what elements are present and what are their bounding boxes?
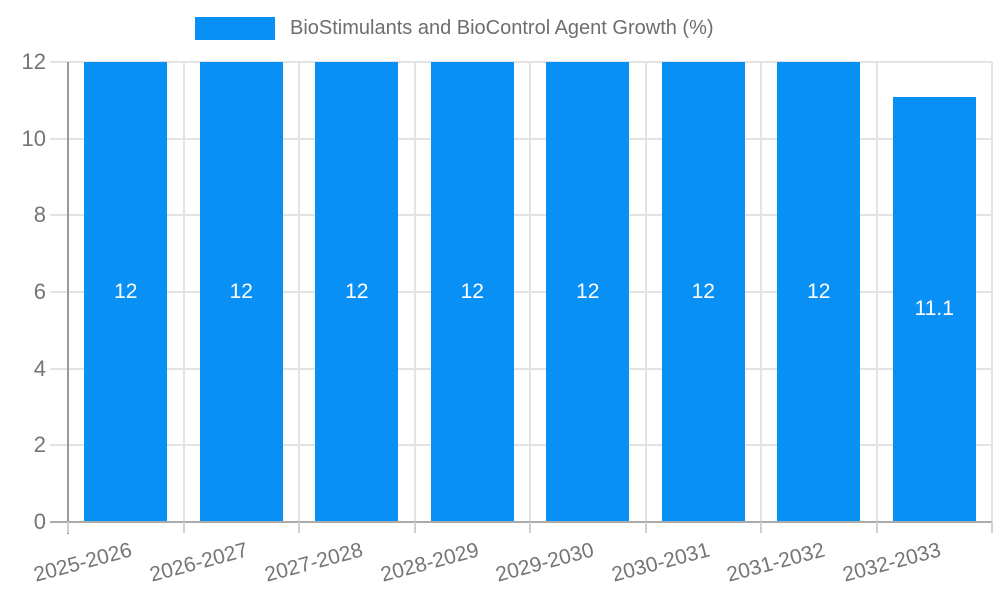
x-tick-label: 2030-2031 bbox=[609, 538, 713, 587]
y-axis-line bbox=[67, 62, 69, 534]
x-gridline bbox=[529, 62, 531, 522]
y-tick-label: 0 bbox=[33, 509, 46, 534]
x-axis-tick bbox=[67, 522, 69, 533]
x-gridline bbox=[183, 62, 185, 522]
x-tick-label: 2025-2026 bbox=[31, 538, 135, 587]
x-gridline bbox=[298, 62, 300, 522]
x-axis-tick bbox=[876, 522, 878, 533]
y-gridline bbox=[50, 214, 992, 216]
x-axis-tick bbox=[991, 522, 993, 533]
bar-2025-2026[interactable] bbox=[84, 62, 168, 522]
x-axis-tick bbox=[414, 522, 416, 533]
y-gridline bbox=[50, 444, 992, 446]
x-axis-tick bbox=[529, 522, 531, 533]
x-tick-label: 2031-2032 bbox=[724, 538, 828, 587]
x-gridline bbox=[760, 62, 762, 522]
x-tick-label: 2032-2033 bbox=[840, 538, 944, 587]
bar-2028-2029[interactable] bbox=[430, 62, 514, 522]
y-tick-label: 10 bbox=[21, 125, 46, 151]
y-gridline bbox=[50, 368, 992, 370]
y-tick-label: 12 bbox=[21, 49, 46, 74]
x-tick-label: 2026-2027 bbox=[147, 538, 251, 587]
x-tick-label: 2028-2029 bbox=[378, 538, 482, 587]
x-gridline bbox=[991, 62, 993, 522]
y-tick-label: 8 bbox=[33, 202, 46, 228]
x-gridline bbox=[876, 62, 878, 522]
bar-2026-2027[interactable] bbox=[199, 62, 283, 522]
y-gridline bbox=[50, 61, 992, 63]
x-tick-label: 2027-2028 bbox=[262, 538, 366, 587]
legend-label: BioStimulants and BioControl Agent Growt… bbox=[290, 17, 714, 39]
x-tick-label: 2029-2030 bbox=[493, 538, 597, 587]
legend-swatch bbox=[195, 17, 275, 40]
x-axis-line bbox=[50, 521, 992, 523]
x-axis-tick bbox=[760, 522, 762, 533]
bar-2032-2033[interactable] bbox=[892, 96, 976, 522]
y-tick-label: 4 bbox=[33, 355, 46, 381]
bar-2027-2028[interactable] bbox=[315, 62, 399, 522]
y-gridline bbox=[50, 138, 992, 140]
chart-legend[interactable]: BioStimulants and BioControl Agent Growt… bbox=[195, 17, 714, 40]
bar-2030-2031[interactable] bbox=[661, 62, 745, 522]
y-tick-label: 6 bbox=[33, 279, 46, 304]
bar-2031-2032[interactable] bbox=[777, 62, 861, 522]
x-axis-tick bbox=[183, 522, 185, 533]
bar-2029-2030[interactable] bbox=[546, 62, 630, 522]
x-gridline bbox=[414, 62, 416, 522]
y-tick-label: 2 bbox=[33, 432, 46, 458]
y-gridline bbox=[50, 291, 992, 293]
x-axis-tick bbox=[298, 522, 300, 533]
x-axis-tick bbox=[645, 522, 647, 533]
x-gridline bbox=[645, 62, 647, 522]
